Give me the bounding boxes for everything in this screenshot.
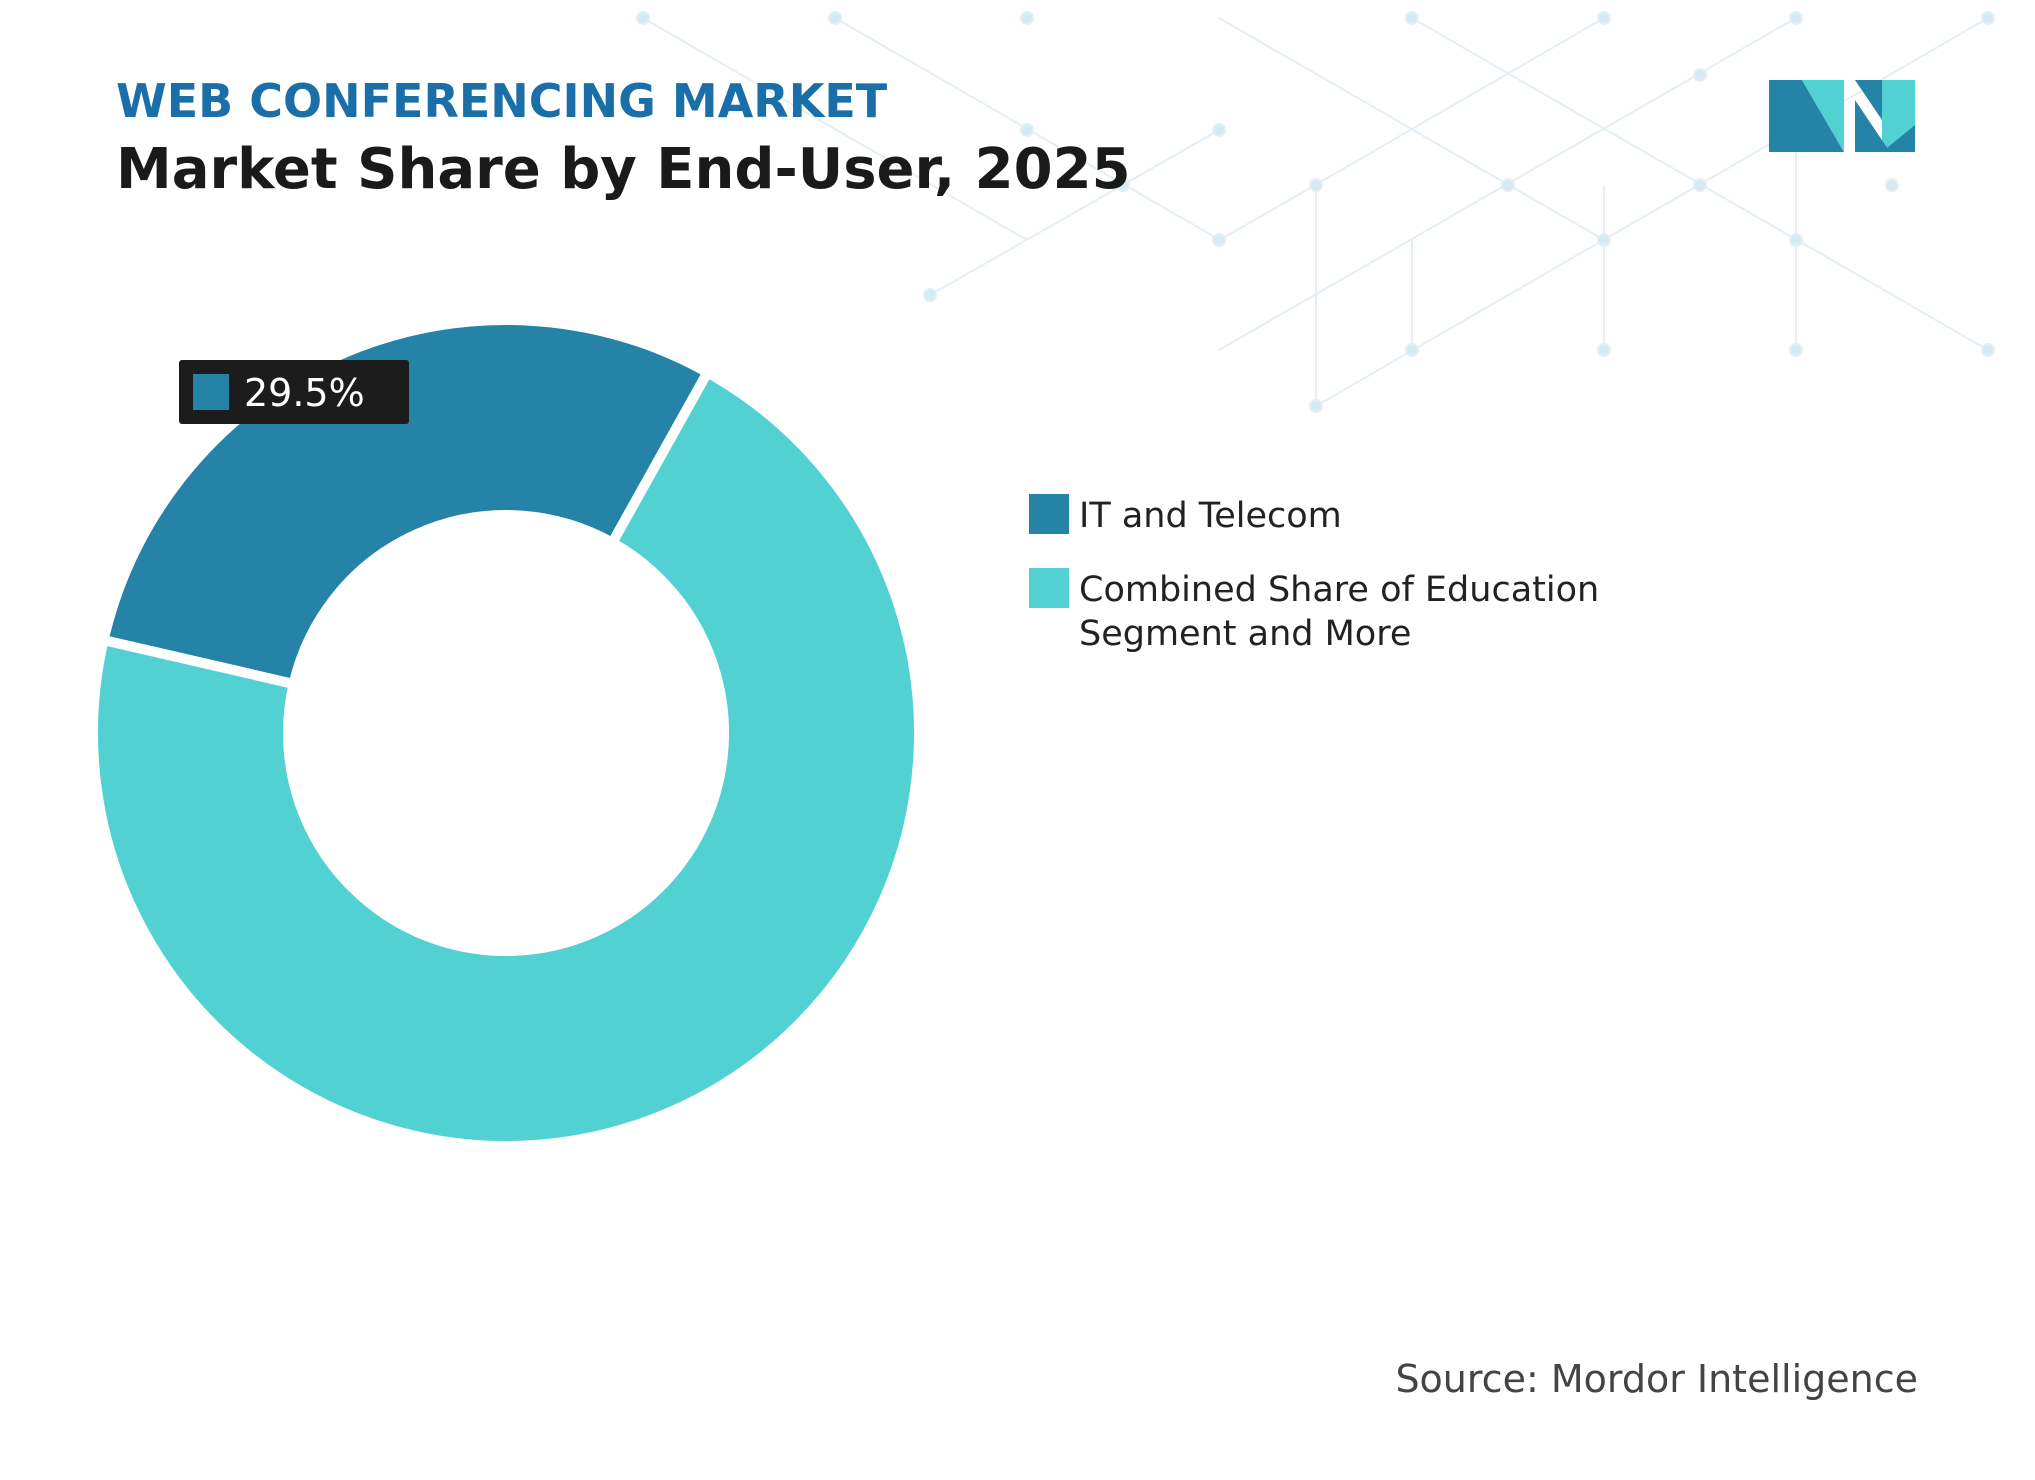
data-label-box [179,360,409,424]
legend: IT and Telecom Combined Share of Educatio… [1029,494,1629,686]
donut-slice [88,365,924,1151]
legend-item: IT and Telecom [1029,494,1629,538]
logo [1769,80,1915,152]
chart-subtitle: WEB CONFERENCING MARKET [116,74,888,128]
legend-item: Combined Share of Education Segment and … [1029,568,1629,656]
legend-label: IT and Telecom [1079,496,1342,536]
legend-swatch [1029,568,1069,608]
legend-swatch [1029,494,1069,534]
data-label-swatch [193,374,229,410]
data-label: 29.5% [244,371,365,415]
background-pattern [636,11,1995,413]
source: Source: Mordor Intelligence [1395,1357,1918,1401]
legend-label: Combined Share of Education Segment and … [1079,570,1600,654]
chart-title: Market Share by End-User, 2025 [116,137,1131,202]
